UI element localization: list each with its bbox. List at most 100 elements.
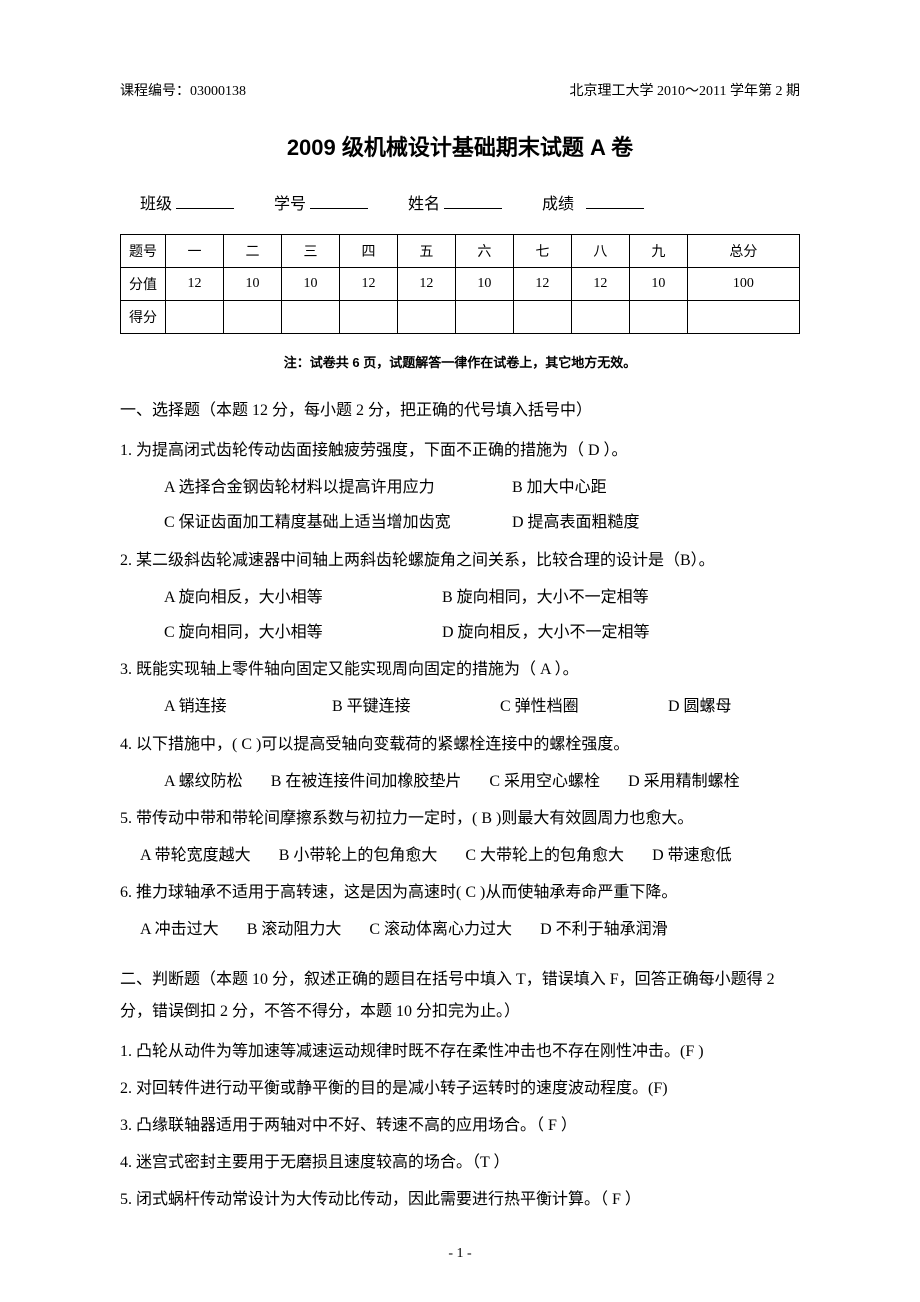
course-code: 课程编号：03000138 bbox=[120, 80, 246, 100]
q6-opt-b: B 滚动阻力大 bbox=[247, 912, 342, 947]
q4-opt-b: B 在被连接件间加橡胶垫片 bbox=[271, 764, 462, 799]
q3-options: A 销连接 B 平键连接 C 弹性档圈 D 圆螺母 bbox=[120, 689, 800, 724]
q3-opt-c: C 弹性档圈 bbox=[500, 689, 640, 724]
q4-stem: 4. 以下措施中，( C )可以提高受轴向变载荷的紧螺栓连接中的螺栓强度。 bbox=[120, 727, 800, 762]
cell bbox=[223, 301, 281, 334]
row1-label: 题号 bbox=[121, 235, 166, 268]
cell: 五 bbox=[397, 235, 455, 268]
cell: 一 bbox=[166, 235, 224, 268]
s2-q1: 1. 凸轮从动件为等加速等减速运动规律时既不存在柔性冲击也不存在刚性冲击。(F … bbox=[120, 1034, 800, 1069]
cell: 12 bbox=[166, 268, 224, 301]
q2-stem: 2. 某二级斜齿轮减速器中间轴上两斜齿轮螺旋角之间关系，比较合理的设计是（B）。 bbox=[120, 543, 800, 578]
q5-options: A 带轮宽度越大 B 小带轮上的包角愈大 C 大带轮上的包角愈大 D 带速愈低 bbox=[120, 838, 800, 873]
q1-opt-a: A 选择合金钢齿轮材料以提高许用应力 bbox=[164, 470, 484, 505]
s2-q5: 5. 闭式蜗杆传动常设计为大传动比传动，因此需要进行热平衡计算。（ F ） bbox=[120, 1182, 800, 1217]
q2-options: A 旋向相反，大小相等 B 旋向相同，大小不一定相等 C 旋向相同，大小相等 D… bbox=[120, 580, 800, 650]
q1-options: A 选择合金钢齿轮材料以提高许用应力 B 加大中心距 C 保证齿面加工精度基础上… bbox=[120, 470, 800, 540]
cell bbox=[571, 301, 629, 334]
section-2-head: 二、判断题（本题 10 分，叙述正确的题目在括号中填入 T，错误填入 F，回答正… bbox=[120, 964, 800, 1028]
q1-opt-c: C 保证齿面加工精度基础上适当增加齿宽 bbox=[164, 505, 484, 540]
id-label: 学号 bbox=[274, 190, 306, 214]
cell: 10 bbox=[281, 268, 339, 301]
q6-opt-d: D 不利于轴承润滑 bbox=[540, 912, 668, 947]
row2-label: 分值 bbox=[121, 268, 166, 301]
cell: 二 bbox=[223, 235, 281, 268]
q2-opt-a: A 旋向相反，大小相等 bbox=[164, 580, 414, 615]
class-label: 班级 bbox=[140, 190, 172, 214]
q6-opt-a: A 冲击过大 bbox=[140, 912, 219, 947]
table-row-score: 得分 bbox=[121, 301, 800, 334]
q4-opt-c: C 采用空心螺栓 bbox=[489, 764, 600, 799]
score-field: 成绩 bbox=[542, 190, 644, 214]
cell bbox=[687, 301, 799, 334]
q1-stem: 1. 为提高闭式齿轮传动齿面接触疲劳强度，下面不正确的措施为（ D ）。 bbox=[120, 433, 800, 468]
q3-opt-b: B 平键连接 bbox=[332, 689, 472, 724]
cell: 10 bbox=[455, 268, 513, 301]
cell bbox=[397, 301, 455, 334]
id-field: 学号 bbox=[274, 190, 368, 214]
university-term: 北京理工大学 2010～2011 学年第 2 期 bbox=[570, 80, 800, 100]
cell: 12 bbox=[571, 268, 629, 301]
course-code-value: 03000138 bbox=[190, 84, 246, 99]
q2-opt-c: C 旋向相同，大小相等 bbox=[164, 615, 414, 650]
student-info-row: 班级 学号 姓名 成绩 bbox=[120, 190, 800, 214]
cell: 七 bbox=[513, 235, 571, 268]
s2-q2: 2. 对回转件进行动平衡或静平衡的目的是减小转子运转时的速度波动程度。(F) bbox=[120, 1071, 800, 1106]
id-blank bbox=[310, 192, 368, 209]
class-blank bbox=[176, 192, 234, 209]
q5-opt-d: D 带速愈低 bbox=[652, 838, 732, 873]
table-row-header: 题号 一 二 三 四 五 六 七 八 九 总分 bbox=[121, 235, 800, 268]
cell: 三 bbox=[281, 235, 339, 268]
table-row-points: 分值 12 10 10 12 12 10 12 12 10 100 bbox=[121, 268, 800, 301]
q5-opt-b: B 小带轮上的包角愈大 bbox=[279, 838, 438, 873]
cell: 六 bbox=[455, 235, 513, 268]
cell bbox=[281, 301, 339, 334]
cell: 10 bbox=[223, 268, 281, 301]
q2-opt-d: D 旋向相反，大小不一定相等 bbox=[442, 615, 650, 650]
q3-stem: 3. 既能实现轴上零件轴向固定又能实现周向固定的措施为（ A ）。 bbox=[120, 652, 800, 687]
cell: 100 bbox=[687, 268, 799, 301]
page-number: - 1 - bbox=[0, 1246, 920, 1262]
cell: 12 bbox=[397, 268, 455, 301]
q5-stem: 5. 带传动中带和带轮间摩擦系数与初拉力一定时，( B )则最大有效圆周力也愈大… bbox=[120, 801, 800, 836]
section-1-head: 一、选择题（本题 12 分，每小题 2 分，把正确的代号填入括号中） bbox=[120, 395, 800, 427]
q4-opt-d: D 采用精制螺栓 bbox=[628, 764, 740, 799]
cell: 12 bbox=[339, 268, 397, 301]
cell bbox=[339, 301, 397, 334]
page-title: 2009 级机械设计基础期末试题 A 卷 bbox=[120, 130, 800, 162]
score-table: 题号 一 二 三 四 五 六 七 八 九 总分 分值 12 10 10 12 1… bbox=[120, 234, 800, 334]
q5-opt-c: C 大带轮上的包角愈大 bbox=[465, 838, 624, 873]
cell: 八 bbox=[571, 235, 629, 268]
name-label: 姓名 bbox=[408, 190, 440, 214]
cell: 总分 bbox=[687, 235, 799, 268]
cell: 10 bbox=[629, 268, 687, 301]
q3-opt-a: A 销连接 bbox=[164, 689, 304, 724]
page-header: 课程编号：03000138 北京理工大学 2010～2011 学年第 2 期 bbox=[120, 80, 800, 100]
exam-note: 注：试卷共 6 页，试题解答一律作在试卷上，其它地方无效。 bbox=[120, 352, 800, 371]
score-blank bbox=[586, 192, 644, 209]
q6-opt-c: C 滚动体离心力过大 bbox=[369, 912, 512, 947]
cell: 九 bbox=[629, 235, 687, 268]
q1-opt-b: B 加大中心距 bbox=[512, 470, 607, 505]
q4-options: A 螺纹防松 B 在被连接件间加橡胶垫片 C 采用空心螺栓 D 采用精制螺栓 bbox=[120, 764, 800, 799]
q3-opt-d: D 圆螺母 bbox=[668, 689, 732, 724]
name-field: 姓名 bbox=[408, 190, 502, 214]
score-label: 成绩 bbox=[542, 190, 574, 214]
q2-opt-b: B 旋向相同，大小不一定相等 bbox=[442, 580, 649, 615]
s2-q3: 3. 凸缘联轴器适用于两轴对中不好、转速不高的应用场合。（ F ） bbox=[120, 1108, 800, 1143]
exam-page: 课程编号：03000138 北京理工大学 2010～2011 学年第 2 期 2… bbox=[0, 0, 920, 1302]
cell: 四 bbox=[339, 235, 397, 268]
row3-label: 得分 bbox=[121, 301, 166, 334]
cell: 12 bbox=[513, 268, 571, 301]
q4-opt-a: A 螺纹防松 bbox=[164, 764, 243, 799]
q6-stem: 6. 推力球轴承不适用于高转速，这是因为高速时( C )从而使轴承寿命严重下降。 bbox=[120, 875, 800, 910]
q5-opt-a: A 带轮宽度越大 bbox=[140, 838, 251, 873]
cell bbox=[513, 301, 571, 334]
class-field: 班级 bbox=[140, 190, 234, 214]
cell bbox=[455, 301, 513, 334]
course-code-label: 课程编号： bbox=[120, 84, 190, 99]
cell bbox=[166, 301, 224, 334]
cell bbox=[629, 301, 687, 334]
q1-opt-d: D 提高表面粗糙度 bbox=[512, 505, 640, 540]
q6-options: A 冲击过大 B 滚动阻力大 C 滚动体离心力过大 D 不利于轴承润滑 bbox=[120, 912, 800, 947]
